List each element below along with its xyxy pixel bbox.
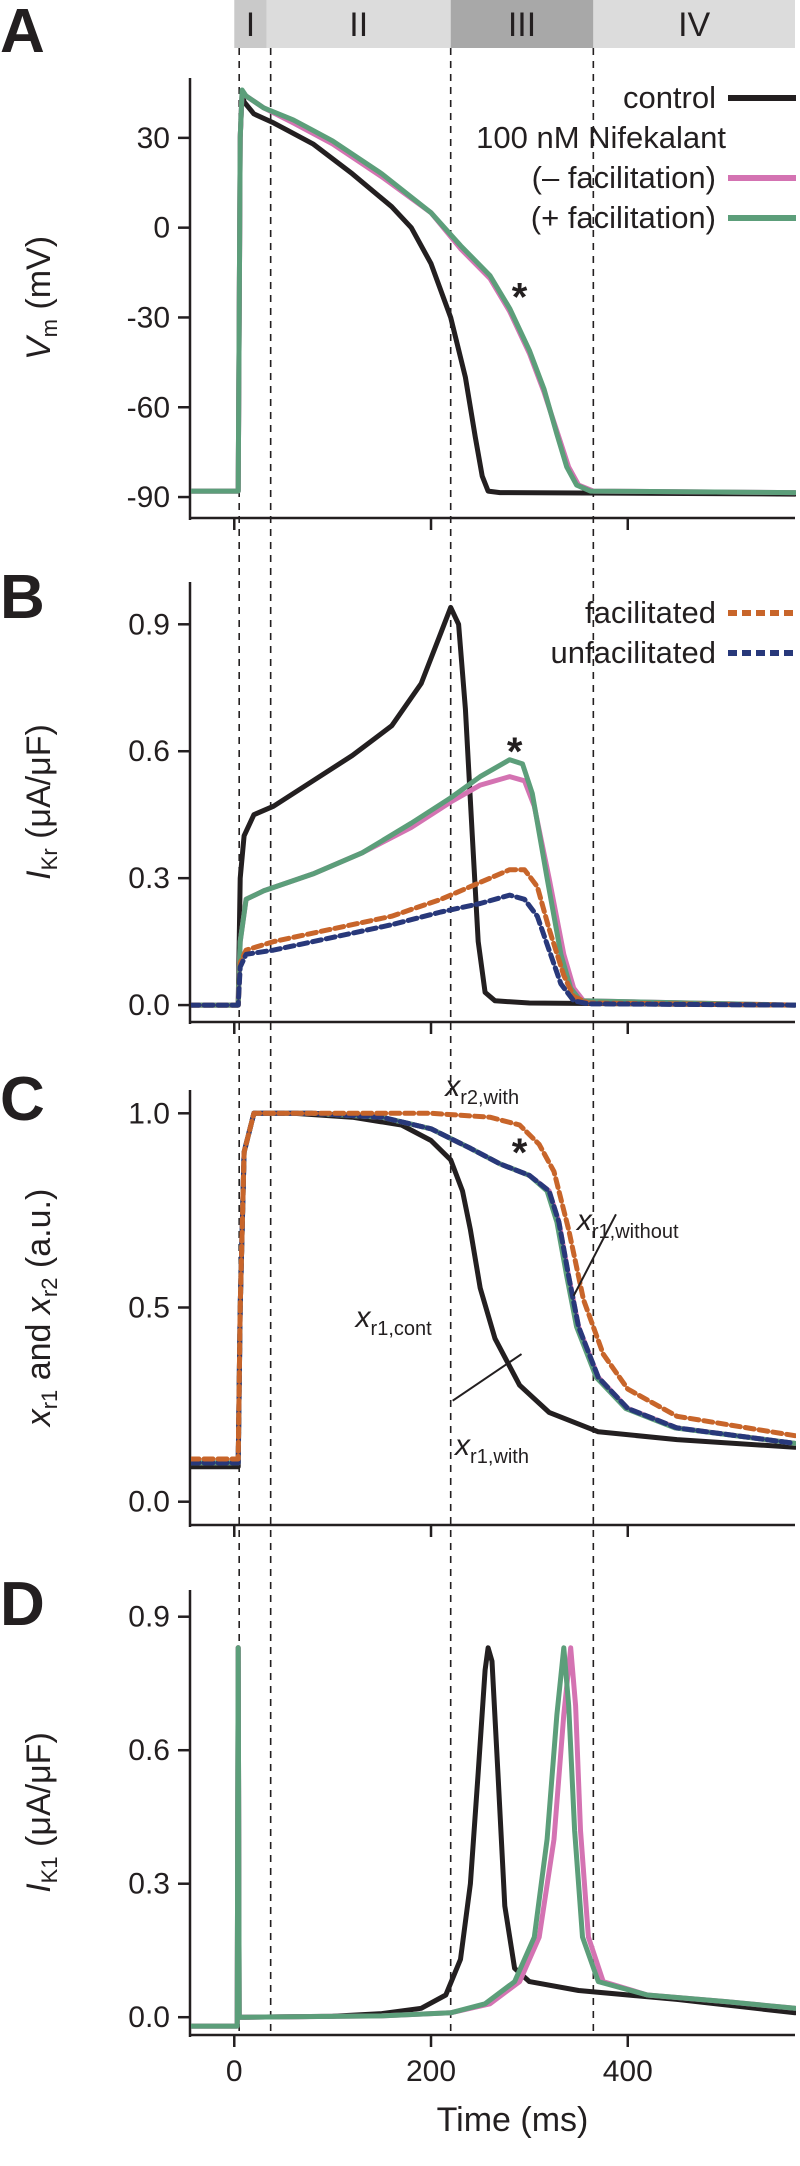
phase-label-3: III bbox=[508, 6, 536, 44]
legend-A: control 100 nM Nifekalant (– facilitation)… bbox=[476, 80, 796, 235]
legend-entry-A-2: (– facilitation) bbox=[532, 160, 716, 195]
panel-B: B 0.9 0.6 0.3 0.0 IKr (μA/μF) facilitated unfac… bbox=[0, 563, 796, 1034]
y-tick-label-C-0: 1.0 bbox=[128, 1097, 170, 1130]
y-tick-label-A-2: -30 bbox=[127, 301, 170, 334]
y-tick-label-B-2: 0.3 bbox=[128, 862, 170, 895]
series-C-facilitated bbox=[191, 1110, 796, 1462]
panel-letter-A: A bbox=[0, 0, 45, 66]
series-B-unfacilitated bbox=[191, 892, 796, 1008]
x-axis: 0 200 400 Time (ms) bbox=[226, 2055, 653, 2139]
y-tick-label-A-3: -60 bbox=[127, 391, 170, 424]
series-C-control bbox=[191, 1110, 796, 1470]
panel-C: C 1.0 0.5 0.0 xr1 and xr2 (a.u.) * xr2,with xr1… bbox=[0, 1065, 796, 1537]
x-tick-label-1: 200 bbox=[406, 2055, 456, 2088]
y-axis-label-D: IK1 (μA/μF) bbox=[20, 1732, 62, 1893]
series-B-facilitated bbox=[191, 867, 796, 1008]
series-D-control bbox=[191, 1645, 796, 2029]
y-tick-label-B-0: 0.9 bbox=[128, 608, 170, 641]
traces-C bbox=[191, 1110, 796, 1470]
series-C-plus_facilitation bbox=[191, 1110, 796, 1466]
panel-letter-C: C bbox=[0, 1065, 45, 1134]
x-tick-label-0: 0 bbox=[226, 2055, 243, 2088]
panel-letter-B: B bbox=[0, 563, 45, 632]
y-tick-label-D-0: 0.9 bbox=[128, 1601, 170, 1634]
phase-label-1: I bbox=[246, 6, 255, 44]
significance-star-A: * bbox=[512, 276, 528, 320]
series-D-plus_facilitation bbox=[191, 1645, 796, 2029]
legend-B: facilitated unfacilitated bbox=[551, 595, 796, 670]
y-tick-label-B-3: 0.0 bbox=[128, 989, 170, 1022]
traces-B bbox=[191, 604, 796, 1008]
phase-label-4: IV bbox=[678, 6, 710, 44]
series-B-control bbox=[191, 604, 796, 1008]
panels: A 30 0 -30 -60 -90 Vm (mV) control 100 nM Nifeka… bbox=[0, 0, 796, 2047]
annotation-C-3: xr1,with bbox=[453, 1429, 529, 1468]
y-tick-label-D-3: 0.0 bbox=[128, 2001, 170, 2034]
series-C-unfacilitated bbox=[191, 1110, 796, 1466]
phase-band-4 bbox=[593, 0, 795, 48]
y-tick-label-B-1: 0.6 bbox=[128, 735, 170, 768]
y-tick-label-D-1: 0.6 bbox=[128, 1734, 170, 1767]
series-C-minus_facilitation bbox=[191, 1110, 796, 1466]
annotation-C-0: xr2,with bbox=[443, 1070, 519, 1109]
legend-entry-A-0: control bbox=[623, 80, 716, 115]
significance-star-C: * bbox=[512, 1131, 528, 1175]
traces-A bbox=[191, 87, 796, 497]
series-B-plus_facilitation bbox=[191, 757, 796, 1008]
panel-D: D 0.9 0.6 0.3 0.0 IK1 (μA/μF) bbox=[0, 1570, 796, 2047]
y-axis-label-B: IKr (μA/μF) bbox=[20, 724, 62, 880]
y-axis-label-C: xr1 and xr2 (a.u.) bbox=[20, 1189, 62, 1429]
y-tick-label-A-1: 0 bbox=[153, 212, 170, 245]
y-tick-label-A-4: -90 bbox=[127, 481, 170, 514]
phase-boundary-lines bbox=[238, 48, 595, 2035]
phase-label-2: II bbox=[349, 6, 368, 44]
y-axis-label-A: Vm (mV) bbox=[20, 236, 62, 360]
series-A-plus_facilitation bbox=[191, 87, 796, 496]
x-tick-label-2: 400 bbox=[603, 2055, 653, 2088]
phase-bar: I II III IV bbox=[234, 0, 795, 48]
legend-entry-A-1: 100 nM Nifekalant bbox=[476, 120, 726, 155]
phase-band-1 bbox=[234, 0, 267, 48]
annotation-C-1: xr1,without bbox=[575, 1204, 679, 1243]
phase-band-2 bbox=[266, 0, 451, 48]
legend-entry-B-1: unfacilitated bbox=[551, 635, 716, 670]
y-tick-label-C-2: 0.0 bbox=[128, 1486, 170, 1519]
y-tick-label-D-2: 0.3 bbox=[128, 1868, 170, 1901]
x-axis-label: Time (ms) bbox=[437, 2101, 589, 2139]
traces-D bbox=[191, 1645, 796, 2029]
legend-entry-B-0: facilitated bbox=[585, 595, 716, 630]
significance-star-B: * bbox=[507, 730, 523, 774]
series-B-minus_facilitation bbox=[191, 774, 796, 1008]
annotation-leader-1 bbox=[452, 1353, 523, 1402]
panel-letter-D: D bbox=[0, 1570, 45, 1639]
y-tick-label-C-1: 0.5 bbox=[128, 1292, 170, 1325]
y-tick-label-A-0: 30 bbox=[137, 122, 170, 155]
annotation-leader-0 bbox=[572, 1213, 617, 1297]
annotation-C-2: xr1,cont bbox=[354, 1301, 433, 1340]
phase-band-3 bbox=[450, 0, 594, 48]
panel-A: A 30 0 -30 -60 -90 Vm (mV) control 100 nM Nifeka… bbox=[0, 0, 796, 530]
legend-entry-A-3: (+ facilitation) bbox=[531, 200, 716, 235]
